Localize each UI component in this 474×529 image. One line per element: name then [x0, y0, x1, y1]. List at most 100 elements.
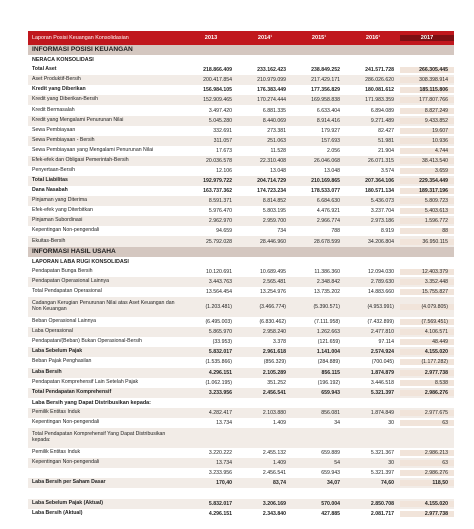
- cell-value: 179.927: [321, 127, 340, 134]
- year-column-header: 2015¹: [311, 35, 327, 41]
- cell-value: 659.889: [321, 450, 340, 457]
- row-label: Cadangan Kerugian Penurunan Nilai atas A…: [32, 300, 175, 313]
- table-row: Pendapatan Operasional Lainnya 3.443.763 2…: [28, 276, 454, 287]
- cell-value: 1.262.663: [316, 329, 340, 336]
- cell-value: 5.832.017: [208, 500, 232, 507]
- cell-value: 8.914.416: [316, 117, 340, 124]
- table-row: Kepentingan Non-pengendali 13.734 1.409 54 3…: [28, 458, 454, 469]
- cell-value: 8.440.069: [262, 117, 286, 124]
- cell-value: 14.883.660: [368, 288, 394, 295]
- row-label: Kredit yang Mengalami Penurunan Nilai: [32, 116, 124, 123]
- cell-value: 4.476.921: [316, 208, 340, 215]
- row-label: Kepentingan Non-pengendali: [32, 227, 100, 234]
- cell-value: (196.192): [317, 379, 340, 386]
- cell-value: 5.045.280: [208, 117, 232, 124]
- cell-value: 856.081: [321, 409, 340, 416]
- cell-value: 3.443.763: [208, 278, 232, 285]
- cell-value: 6.894.089: [370, 107, 394, 114]
- table-row: Total Pendapatan Operasional 13.564.454 13…: [28, 287, 454, 297]
- cell-value: 332.691: [213, 127, 232, 134]
- row-label: Laba Sebelum Pajak: [32, 348, 83, 355]
- row-label: Laba Bersih: [32, 368, 62, 375]
- cell-value-current-year: 4.744: [400, 147, 454, 154]
- cell-value: 180.571.134: [365, 188, 394, 195]
- table-row: Kepentingan Non-pengendali 13.734 1.409 34 3…: [28, 418, 454, 428]
- cell-value: 3.574: [381, 167, 394, 174]
- cell-value: 659.943: [321, 470, 340, 477]
- cell-value: 5.803.195: [262, 208, 286, 215]
- table-row: Total Liabilitas 192.979.722 204.714.729 21…: [28, 176, 454, 187]
- cell-value-current-year: 185.115.806: [400, 87, 454, 94]
- cell-value: 3.233.956: [208, 389, 232, 396]
- cell-value: 5.436.073: [370, 198, 394, 205]
- cell-value: 1.874.879: [370, 369, 394, 376]
- table-row: Total Pendapatan Komprehensif Yang Dapat…: [28, 427, 454, 449]
- row-label: Pemilik Entitas Induk: [32, 449, 81, 456]
- table-row: Pinjaman yang Diterima 8.591.371 8.814.852…: [28, 196, 454, 207]
- cell-value-current-year: 229.354.449: [400, 178, 454, 185]
- table-row: Pinjaman Subordinasi 2.962.970 2.959.700 2.…: [28, 216, 454, 227]
- year-column-header-current: 2017: [400, 35, 454, 41]
- table-row: Pendapatan Bunga Bersih 10.120.691 10.689.…: [28, 267, 454, 277]
- cell-value: 54: [334, 460, 340, 467]
- cell-value: 26.046.068: [314, 157, 340, 164]
- cell-value: 11.386.360: [314, 268, 340, 275]
- cell-value: 10.689.495: [260, 268, 286, 275]
- cell-value: 13.048: [324, 167, 340, 174]
- row-label: Kredit yang Diberikan: [32, 86, 86, 93]
- cell-value: 5.832.017: [208, 349, 232, 356]
- cell-value: 163.737.362: [203, 188, 232, 195]
- cell-value: 171.983.359: [365, 97, 394, 104]
- cell-value: (284.889): [317, 359, 340, 366]
- year-column-header: 2013: [204, 35, 218, 41]
- cell-value: 2.348.842: [316, 278, 340, 285]
- cell-value: 5.321.397: [370, 389, 394, 396]
- cell-value: 12.094.030: [368, 268, 394, 275]
- row-label: Total Pendapatan Komprehensif Yang Dapat…: [32, 431, 166, 444]
- cell-value: 13.564.454: [206, 288, 232, 295]
- table-row: Laba Bersih per Saham Dasar 170,40 83,74 34…: [28, 478, 454, 489]
- table-row: Kredit Bermasalah 3.497.420 6.881.335 6.633…: [28, 105, 454, 115]
- cell-value: 11.528: [270, 147, 286, 154]
- cell-value: 351.252: [267, 379, 286, 386]
- cell-value: (33.953): [212, 339, 232, 346]
- cell-value: 210.979.099: [257, 77, 286, 84]
- cell-value: 5.321.367: [370, 450, 394, 457]
- row-label: Total Pendapatan Komprehensif: [32, 388, 112, 395]
- cell-value-current-year: 4.106.571: [400, 329, 454, 336]
- cell-value: 4.296.151: [208, 510, 232, 517]
- cell-value: (5.390.571): [313, 304, 340, 311]
- row-label: Laba Bersih yang Dapat Distribusikan kep…: [32, 399, 151, 406]
- cell-value: 152.909.465: [203, 97, 232, 104]
- row-label: INFORMASI HASIL USAHA: [32, 247, 116, 255]
- cell-value: (121.659): [317, 339, 340, 346]
- cell-value: 2.574.924: [370, 349, 394, 356]
- cell-value-current-year: 8.538: [400, 379, 454, 386]
- cell-value: 659.943: [321, 389, 340, 396]
- cell-value: 1.409: [273, 460, 286, 467]
- cell-value: 28.678.599: [314, 238, 340, 245]
- table-row: Laba Sebelum Pajak (Aktual) 5.832.017 3.20…: [28, 498, 454, 509]
- cell-value: (4.953.991): [367, 304, 394, 311]
- cell-value: 82.427: [378, 127, 394, 134]
- cell-value: 3.220.222: [208, 450, 232, 457]
- cell-value: 30: [388, 419, 394, 426]
- row-label: Sewa Pembiayaan: [32, 126, 76, 133]
- cell-value: (1.203.481): [205, 304, 232, 311]
- cell-value: 2.966.774: [316, 218, 340, 225]
- cell-value: 2.959.700: [262, 218, 286, 225]
- cell-value: 3.497.420: [208, 107, 232, 114]
- cell-value-current-year: 19.607: [400, 127, 454, 134]
- row-label: Pinjaman yang Diterima: [32, 197, 88, 204]
- cell-value: 3.237.704: [370, 208, 394, 215]
- cell-value-current-year: 118,50: [400, 480, 454, 487]
- table-row: Kepentingan Non-pengendali 94.659 734 788 8.…: [28, 226, 454, 236]
- cell-value: 200.417.854: [203, 77, 232, 84]
- cell-value-current-year: 12.403.379: [400, 268, 454, 275]
- cell-value: 8.919: [381, 228, 394, 235]
- cell-value: 2.973.186: [370, 218, 394, 225]
- cell-value: 241.571.728: [365, 67, 394, 74]
- row-label: Laba Sebelum Pajak (Aktual): [32, 499, 103, 506]
- cell-value: 2.056: [327, 147, 340, 154]
- cell-value: 273.381: [267, 127, 286, 134]
